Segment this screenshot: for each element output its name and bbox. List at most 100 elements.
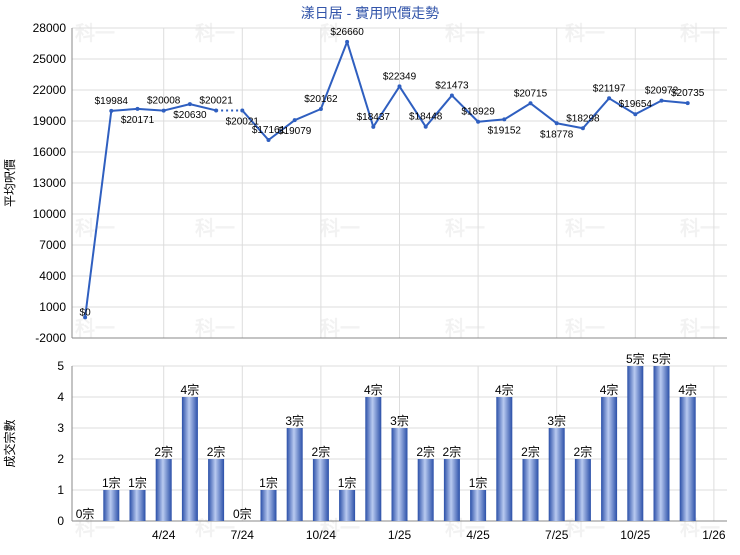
volume-bar <box>286 428 303 521</box>
price-point <box>659 98 664 103</box>
volume-x-tick-label: 1/26 <box>702 528 726 542</box>
volume-bar <box>260 490 277 521</box>
volume-data-label: 1宗 <box>102 475 121 490</box>
volume-data-label: 5宗 <box>626 351 645 366</box>
price-data-label: $19079 <box>278 126 312 137</box>
volume-bar <box>365 397 382 521</box>
price-line-segment <box>451 94 479 123</box>
volume-bar <box>601 397 618 521</box>
price-chart-grid <box>72 27 727 339</box>
price-point <box>214 108 219 113</box>
price-line-segment <box>372 85 401 128</box>
price-line-segment <box>84 110 113 318</box>
volume-bar <box>339 490 356 521</box>
volume-bar <box>443 459 460 521</box>
price-point <box>449 93 454 98</box>
price-tick-label: 7000 <box>39 238 66 252</box>
watermark-text: 科一 <box>320 21 360 45</box>
volume-bar <box>574 459 591 521</box>
price-data-label: $18929 <box>461 107 495 118</box>
price-data-label: $18298 <box>566 113 600 124</box>
volume-data-label: 0宗 <box>76 506 95 521</box>
price-series: $0$19984$20171$20008$20630$20021$20021$1… <box>80 27 705 320</box>
price-line-segment <box>163 103 191 112</box>
price-point <box>607 96 612 101</box>
volume-data-label: 1宗 <box>259 475 278 490</box>
volume-bar <box>391 428 408 521</box>
price-line-segment <box>319 41 349 110</box>
volume-data-label: 1宗 <box>338 475 357 490</box>
volume-data-label: 2宗 <box>416 444 435 459</box>
volume-data-label: 2宗 <box>207 444 226 459</box>
volume-bar <box>679 397 696 521</box>
price-data-label: $22349 <box>383 71 417 82</box>
price-line-segment <box>294 108 322 122</box>
volume-data-label: 1宗 <box>128 475 147 490</box>
volume-tick-label: 3 <box>57 421 64 435</box>
volume-bar <box>653 366 670 521</box>
volume-data-label: 4宗 <box>678 382 697 397</box>
watermark-text: 科一 <box>680 21 720 45</box>
price-point <box>502 117 507 122</box>
volume-bar <box>312 459 329 521</box>
volume-data-label: 2宗 <box>574 444 593 459</box>
watermark-text: 科一 <box>195 21 235 45</box>
price-data-label: $20715 <box>514 88 548 99</box>
volume-x-tick-label: 7/25 <box>545 528 569 542</box>
price-line-segment <box>556 122 584 130</box>
volume-data-label: 4宗 <box>495 382 514 397</box>
price-tick-label: 10000 <box>33 207 67 221</box>
price-point <box>161 108 166 113</box>
volume-data-label: 2宗 <box>154 444 173 459</box>
price-line-segment <box>346 41 375 128</box>
volume-data-label: 0宗 <box>233 506 252 521</box>
volume-data-label: 1宗 <box>469 475 488 490</box>
volume-data-label: 2宗 <box>443 444 462 459</box>
price-point <box>187 102 192 107</box>
volume-bar <box>417 459 434 521</box>
volume-tick-label: 2 <box>57 452 64 466</box>
price-line-segment <box>398 85 427 128</box>
volume-bars: 0宗 1宗 1宗 2宗 4宗 2宗 0宗 1宗 3宗 2宗 1宗 4宗 3宗 2宗 2宗 1宗 4宗 2宗 3宗 2宗… <box>76 351 697 521</box>
volume-data-label: 4宗 <box>181 382 200 397</box>
price-data-label: $20735 <box>671 88 705 99</box>
price-line-segment <box>661 99 688 105</box>
volume-bar <box>181 397 198 521</box>
price-point <box>528 101 533 106</box>
price-tick-label: 22000 <box>33 83 67 97</box>
price-data-label: $19984 <box>95 96 129 107</box>
price-data-label: $17161 <box>252 125 286 136</box>
volume-data-label: 4宗 <box>364 382 383 397</box>
price-line-segment <box>424 94 453 128</box>
price-data-label: $18778 <box>540 129 574 140</box>
price-point <box>397 84 402 89</box>
volume-chart-x-axis: 4/24 7/24 10/24 1/25 4/25 7/25 10/25 1/26 <box>152 528 726 542</box>
price-data-label: $0 <box>80 307 92 318</box>
price-data-label: $21473 <box>435 80 469 91</box>
volume-x-tick-label: 1/25 <box>388 528 412 542</box>
price-tick-label: 25000 <box>33 52 67 66</box>
price-point <box>633 112 638 117</box>
volume-bar <box>155 459 172 521</box>
volume-data-label: 3宗 <box>547 413 566 428</box>
price-data-label: $20630 <box>173 110 207 121</box>
volume-data-label: 2宗 <box>312 444 331 459</box>
price-line-segment <box>608 97 636 116</box>
volume-tick-label: 0 <box>57 514 64 528</box>
volume-bar <box>548 428 565 521</box>
price-data-label: $26660 <box>330 27 364 38</box>
volume-x-tick-label: 4/25 <box>466 528 490 542</box>
watermark-text: 科一 <box>445 216 485 240</box>
price-chart-y-axis: -2000 1000 4000 7000 10000 13000 16000 19000 220… <box>33 21 727 345</box>
watermark-text: 科一 <box>680 316 720 340</box>
watermark-text: 科一 <box>565 216 605 240</box>
price-data-label: $19654 <box>619 99 653 110</box>
price-point <box>266 138 271 143</box>
price-line-segment <box>478 118 505 123</box>
price-tick-label: 4000 <box>39 269 66 283</box>
price-tick-label: 16000 <box>33 145 67 159</box>
price-point <box>371 124 376 129</box>
price-data-label: $20162 <box>304 94 338 105</box>
volume-bar <box>627 366 644 521</box>
